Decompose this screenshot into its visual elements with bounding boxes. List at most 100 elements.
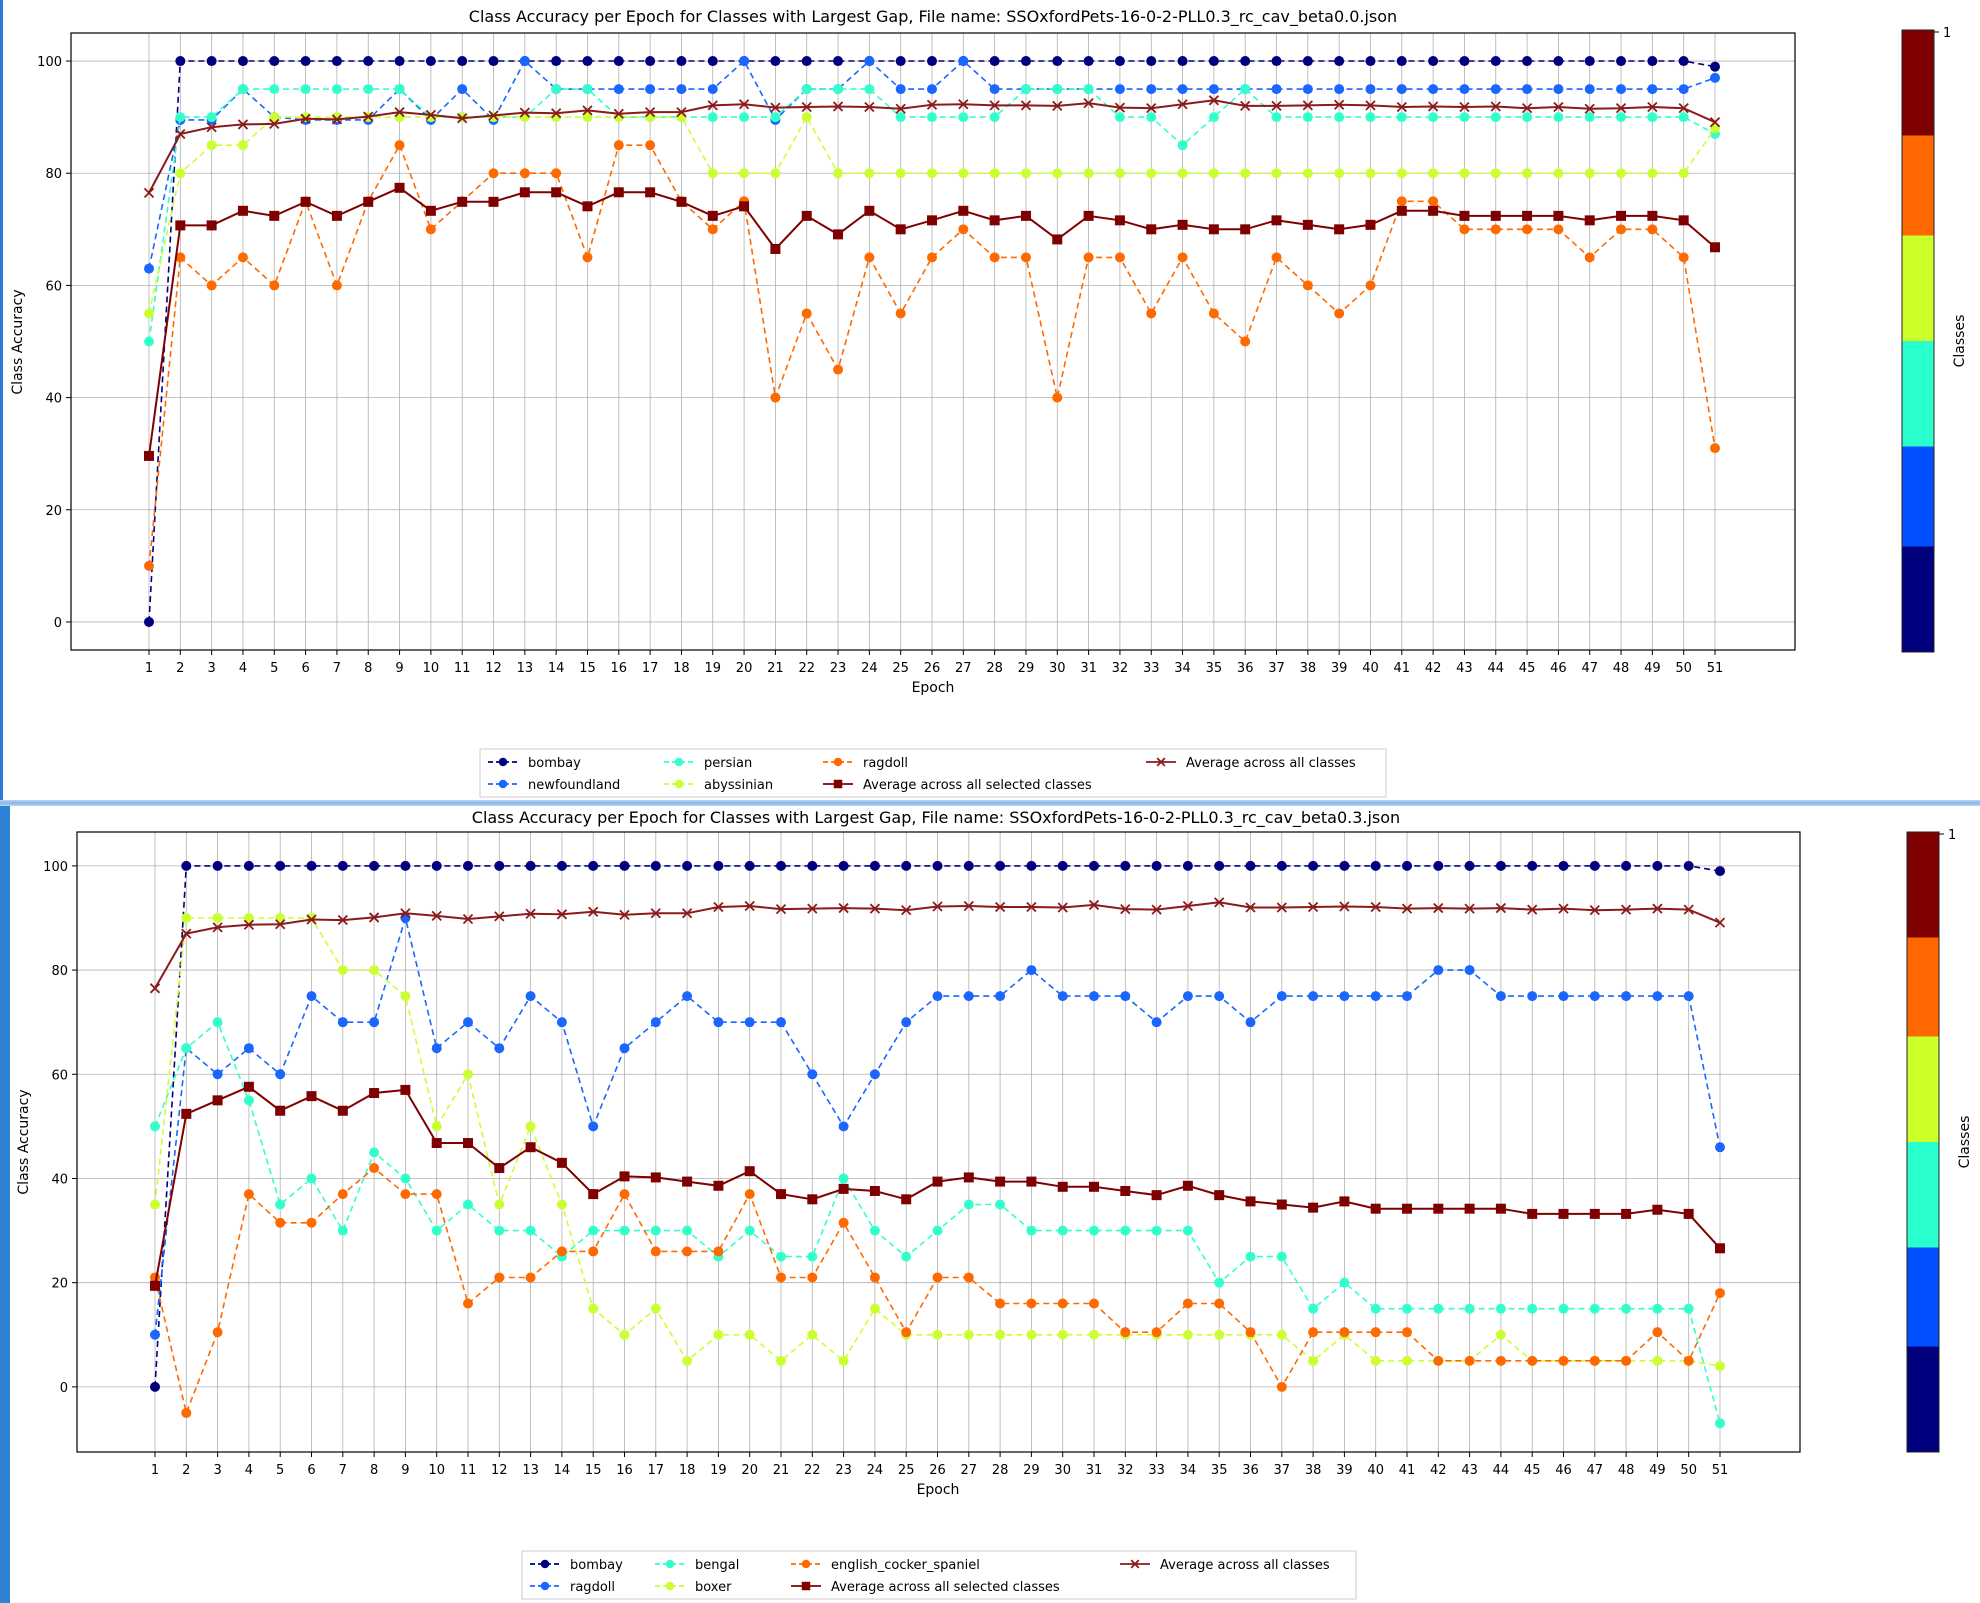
- data-point: [331, 114, 343, 125]
- data-point: [1495, 860, 1506, 871]
- data-point: [645, 56, 656, 67]
- data-point: [1151, 1225, 1162, 1236]
- data-point: [337, 860, 348, 871]
- x-tick-label: 8: [364, 661, 372, 676]
- data-point: [588, 1303, 599, 1314]
- data-point: [1308, 1202, 1319, 1213]
- x-tick-label: 27: [955, 661, 972, 676]
- data-point: [927, 168, 937, 179]
- data-point: [400, 860, 411, 871]
- data-point: [1245, 860, 1256, 871]
- data-point: [582, 105, 593, 116]
- data-point: [1558, 1355, 1569, 1366]
- data-point: [1433, 860, 1444, 871]
- data-point: [1683, 1355, 1694, 1366]
- series-average-across-all-classes: [149, 897, 1726, 994]
- data-point: [1401, 903, 1413, 914]
- data-point: [275, 1069, 286, 1080]
- data-point: [681, 908, 693, 919]
- data-point: [181, 1108, 192, 1119]
- data-point: [744, 1166, 755, 1177]
- data-point: [895, 224, 906, 235]
- data-point: [833, 229, 844, 240]
- data-point: [337, 1189, 348, 1200]
- data-point: [1339, 1196, 1350, 1207]
- data-point: [1459, 210, 1470, 221]
- data-point: [650, 1246, 661, 1257]
- data-point: [739, 112, 750, 123]
- data-point: [1120, 860, 1131, 871]
- data-point: [1308, 991, 1319, 1002]
- data-point: [932, 1329, 943, 1340]
- x-tick-label: 32: [1117, 1463, 1134, 1478]
- data-point: [1182, 900, 1194, 912]
- x-tick-label: 1: [145, 661, 153, 676]
- data-point: [1302, 56, 1313, 67]
- data-point: [1208, 56, 1219, 67]
- data-point: [1710, 242, 1720, 253]
- data-point: [1245, 1017, 1256, 1028]
- data-point: [1652, 860, 1663, 871]
- data-point: [1589, 1208, 1600, 1219]
- x-tick-label: 36: [1237, 661, 1254, 676]
- data-point: [1240, 336, 1251, 347]
- x-tick-label: 34: [1180, 1463, 1197, 1478]
- data-point: [989, 215, 1000, 226]
- data-point: [1245, 1196, 1256, 1207]
- data-point: [650, 908, 661, 919]
- data-point: [707, 100, 718, 111]
- data-point: [1334, 224, 1345, 235]
- x-tick-label: 2: [182, 1463, 190, 1478]
- data-point: [1616, 112, 1627, 123]
- data-point: [645, 187, 656, 198]
- data-point: [713, 1180, 724, 1191]
- data-point: [1151, 1017, 1162, 1028]
- data-point: [1339, 1327, 1350, 1338]
- data-point: [463, 860, 473, 871]
- data-point: [1396, 196, 1407, 207]
- colorbar: [1906, 831, 1940, 1453]
- data-point: [1365, 100, 1376, 111]
- data-point: [1616, 56, 1627, 67]
- x-tick-label: 12: [491, 1463, 508, 1478]
- data-point: [400, 1173, 411, 1184]
- data-point: [1339, 860, 1350, 871]
- data-point: [369, 1088, 380, 1099]
- data-point: [1402, 1203, 1412, 1214]
- data-point: [833, 168, 844, 179]
- data-point: [1621, 1355, 1632, 1366]
- data-point: [1589, 905, 1600, 916]
- data-point: [864, 252, 875, 263]
- data-point: [1120, 1225, 1131, 1236]
- data-point: [363, 196, 374, 207]
- x-tick-label: 22: [804, 1463, 821, 1478]
- data-point: [394, 56, 405, 67]
- data-point: [613, 56, 624, 67]
- data-point: [462, 913, 474, 925]
- data-point: [1584, 215, 1595, 226]
- data-point: [457, 56, 468, 67]
- data-point: [1276, 991, 1287, 1002]
- x-tick-label: 25: [898, 1463, 915, 1478]
- data-point: [588, 1121, 599, 1132]
- data-point: [707, 56, 718, 67]
- data-point: [1302, 112, 1313, 123]
- data-point: [619, 860, 630, 871]
- data-point: [181, 1043, 192, 1054]
- data-point: [463, 1069, 473, 1080]
- data-point: [1271, 215, 1282, 226]
- data-point: [619, 1329, 630, 1340]
- data-point: [582, 112, 593, 123]
- x-axis-ticks: 1 2 3 4 5 6 7 8 9 10 11 12 13 14 15 16 17 18 19 20 21 22 23 24 2…: [145, 650, 1723, 676]
- data-point: [1495, 1203, 1506, 1214]
- data-point: [833, 364, 844, 375]
- data-point: [331, 84, 342, 95]
- x-tick-label: 9: [401, 1463, 409, 1478]
- data-point: [1057, 991, 1068, 1002]
- data-point: [1584, 56, 1595, 67]
- data-point: [1089, 1298, 1099, 1309]
- data-point: [1052, 56, 1063, 67]
- data-point: [901, 1251, 912, 1262]
- data-point: [869, 1303, 880, 1314]
- data-point: [1459, 224, 1470, 235]
